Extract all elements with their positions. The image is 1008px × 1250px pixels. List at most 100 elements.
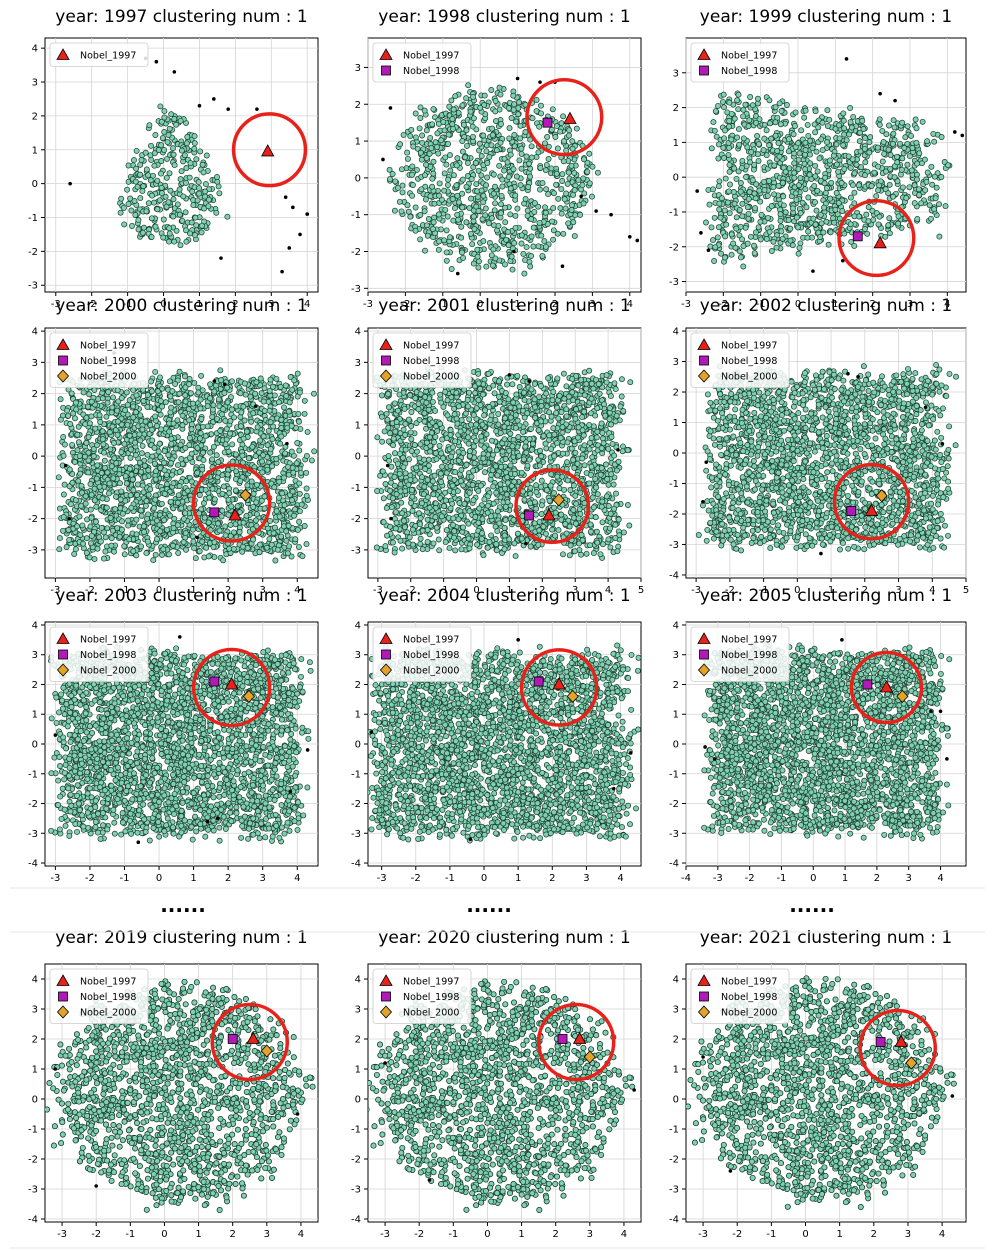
cluster-point [267,376,274,383]
cluster-point [260,452,267,459]
outlier-point [388,106,393,110]
cluster-point [826,116,833,123]
cluster-point [823,185,830,192]
cluster-point [443,161,450,168]
cluster-point [580,175,587,182]
cluster-point [726,123,733,130]
cluster-point [712,244,719,251]
cluster-point [470,133,476,140]
cluster-point [69,441,76,448]
cluster-point [911,182,918,189]
cluster-point [435,246,442,253]
cluster-point [83,439,90,446]
cluster-point [492,200,499,207]
cluster-point [565,220,572,227]
cluster-point [303,492,310,499]
outlier-point [841,258,845,263]
cluster-point [862,135,869,142]
cluster-point [565,169,572,176]
cluster-point [882,233,889,240]
cluster-point [728,231,735,238]
cluster-point [77,470,84,477]
cluster-point [281,502,288,509]
cluster-point [486,154,493,160]
cluster-point [448,97,455,104]
cluster-point [903,195,910,201]
cluster-point [158,184,165,191]
cluster-point [548,165,555,172]
cluster-point [181,152,188,159]
cluster-point [416,125,423,132]
cluster-point [528,143,535,150]
cluster-point [807,151,813,158]
cluster-point [175,399,182,406]
cluster-point [557,205,564,212]
cluster-point [427,193,434,200]
cluster-point [717,214,724,221]
cluster-point [98,470,105,476]
cluster-point [221,390,228,396]
cluster-point [423,222,430,229]
cluster-point [498,192,505,199]
cluster-point [754,151,761,158]
cluster-point [544,134,551,140]
cluster-point [868,183,875,189]
cluster-point [139,229,146,236]
cluster-point [880,139,887,146]
chart-title: year: 2001 clustering num : 1 [378,296,630,316]
cluster-point [562,205,569,212]
cluster-point [428,145,435,152]
cluster-point [74,523,81,530]
cluster-point [57,396,64,403]
cluster-point [450,217,457,224]
legend-marker-1997 [379,48,393,60]
cluster-point [101,449,108,456]
cluster-point [507,211,514,218]
outlier-point [695,189,699,193]
cluster-point [248,418,255,425]
cluster-point [101,529,107,536]
cluster-point [417,236,424,243]
cluster-point [296,418,302,425]
cluster-point [227,430,233,437]
cluster-point [444,182,451,188]
cluster-point [197,430,204,437]
cluster-point [550,205,557,212]
cluster-point [921,156,928,163]
y-tick-label: 2 [32,389,38,400]
cluster-point [183,478,190,485]
cluster-point [464,173,471,179]
cluster-point [108,542,115,549]
cluster-point [823,218,830,225]
cluster-point [282,450,289,457]
y-tick-label: -3 [28,281,38,292]
cluster-point [879,127,886,134]
cluster-point [118,195,125,202]
cluster-point [104,469,111,476]
cluster-point [156,197,163,204]
cluster-point [200,169,207,176]
cluster-point [818,136,825,143]
cluster-point [263,544,270,551]
cluster-point [168,460,174,467]
cluster-point [505,173,512,180]
cluster-point [170,145,176,152]
cluster-point [538,102,544,109]
cluster-point [99,428,106,435]
cluster-point [715,224,722,231]
cluster-point [253,511,260,518]
cluster-point [536,219,543,226]
cluster-point [469,241,476,248]
cluster-point [511,132,518,138]
cluster-point [490,171,497,178]
cluster-point [88,491,95,498]
cluster-point [259,458,266,465]
x-tick-label: 2 [225,585,231,596]
cluster-point [419,139,426,146]
outlier-point [67,516,71,521]
outlier-point [512,249,516,254]
x-tick-label: 4 [944,299,950,310]
y-tick-label: -3 [28,545,38,556]
cluster-point [412,134,419,141]
cluster-point [96,483,103,490]
